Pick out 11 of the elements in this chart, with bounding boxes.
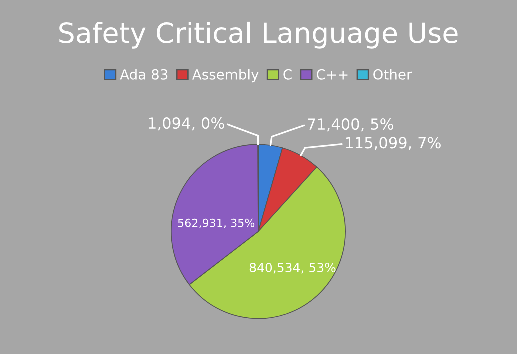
data-label: 840,534, 53% bbox=[250, 263, 336, 274]
legend-label: C++ bbox=[316, 69, 348, 80]
chart-title: Safety Critical Language Use bbox=[60, 22, 458, 49]
legend-label: Ada 83 bbox=[120, 69, 168, 80]
data-label: 115,099, 7% bbox=[346, 137, 441, 150]
legend-label: Assembly bbox=[192, 69, 259, 83]
data-label: 562,931, 35% bbox=[178, 218, 255, 228]
legend-label: Other bbox=[374, 69, 412, 80]
legend-label: C bbox=[284, 69, 292, 80]
data-label: 1,094, 0% bbox=[149, 118, 224, 131]
data-label: 71,400, 5% bbox=[308, 118, 394, 132]
